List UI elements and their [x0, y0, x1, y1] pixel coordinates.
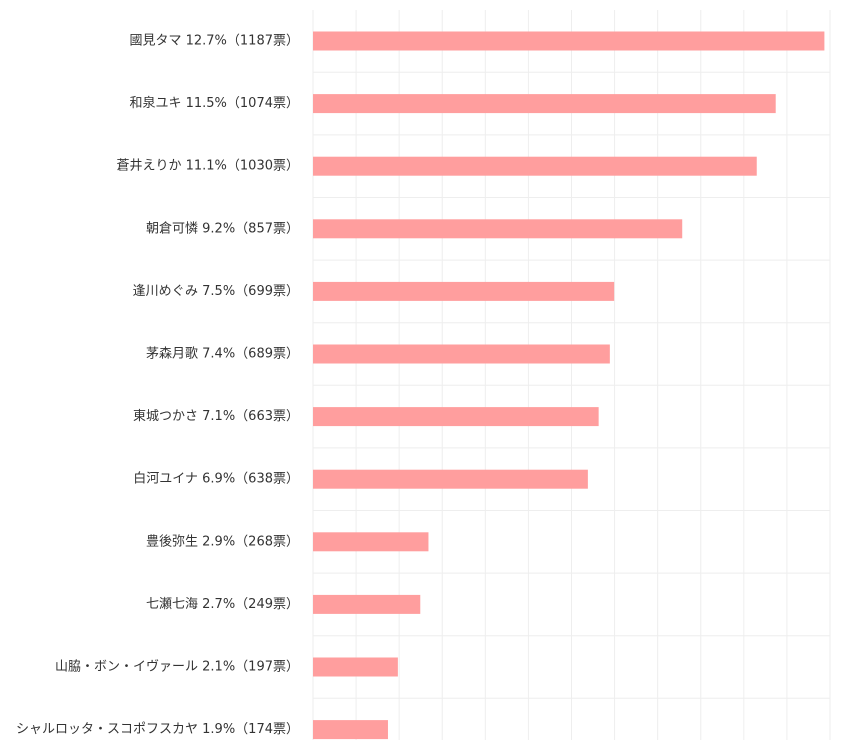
category-label: 白河ユイナ 6.9%（638票）: [133, 471, 299, 487]
category-label: 逢川めぐみ 7.5%（699票）: [133, 284, 299, 299]
bar: [313, 657, 398, 677]
category-label: 朝倉可憐 9.2%（857票）: [146, 221, 299, 236]
bar: [313, 532, 429, 552]
bar: [313, 94, 776, 114]
bars: [313, 31, 825, 740]
category-label: 國見タマ 12.7%（1187票）: [129, 34, 299, 49]
bar: [313, 407, 599, 427]
grid-lines: [312, 10, 831, 740]
bar: [313, 156, 757, 176]
category-label: 山脇・ボン・イヴァール 2.1%（197票）: [55, 659, 299, 675]
category-label: 東城つかさ 7.1%（663票）: [133, 408, 299, 424]
bar: [313, 31, 825, 51]
category-label: 七瀬七海 2.7%（249票）: [146, 597, 299, 612]
bar: [313, 219, 683, 239]
bar: [313, 469, 588, 489]
category-label: 蒼井えりか 11.1%（1030票）: [116, 159, 299, 174]
category-label: 豊後弥生 2.9%（268票）: [146, 533, 299, 549]
bar: [313, 344, 610, 364]
category-label: 和泉ユキ 11.5%（1074票）: [129, 95, 299, 111]
bar: [313, 720, 388, 740]
bar: [313, 281, 615, 301]
category-label: シャルロッタ・スコポフスカヤ 1.9%（174票）: [16, 722, 299, 737]
category-label: 茅森月歌 7.4%（689票）: [146, 347, 299, 362]
bar: [313, 594, 421, 614]
category-labels: 國見タマ 12.7%（1187票） 和泉ユキ 11.5%（1074票） 蒼井えりか …: [16, 34, 299, 738]
